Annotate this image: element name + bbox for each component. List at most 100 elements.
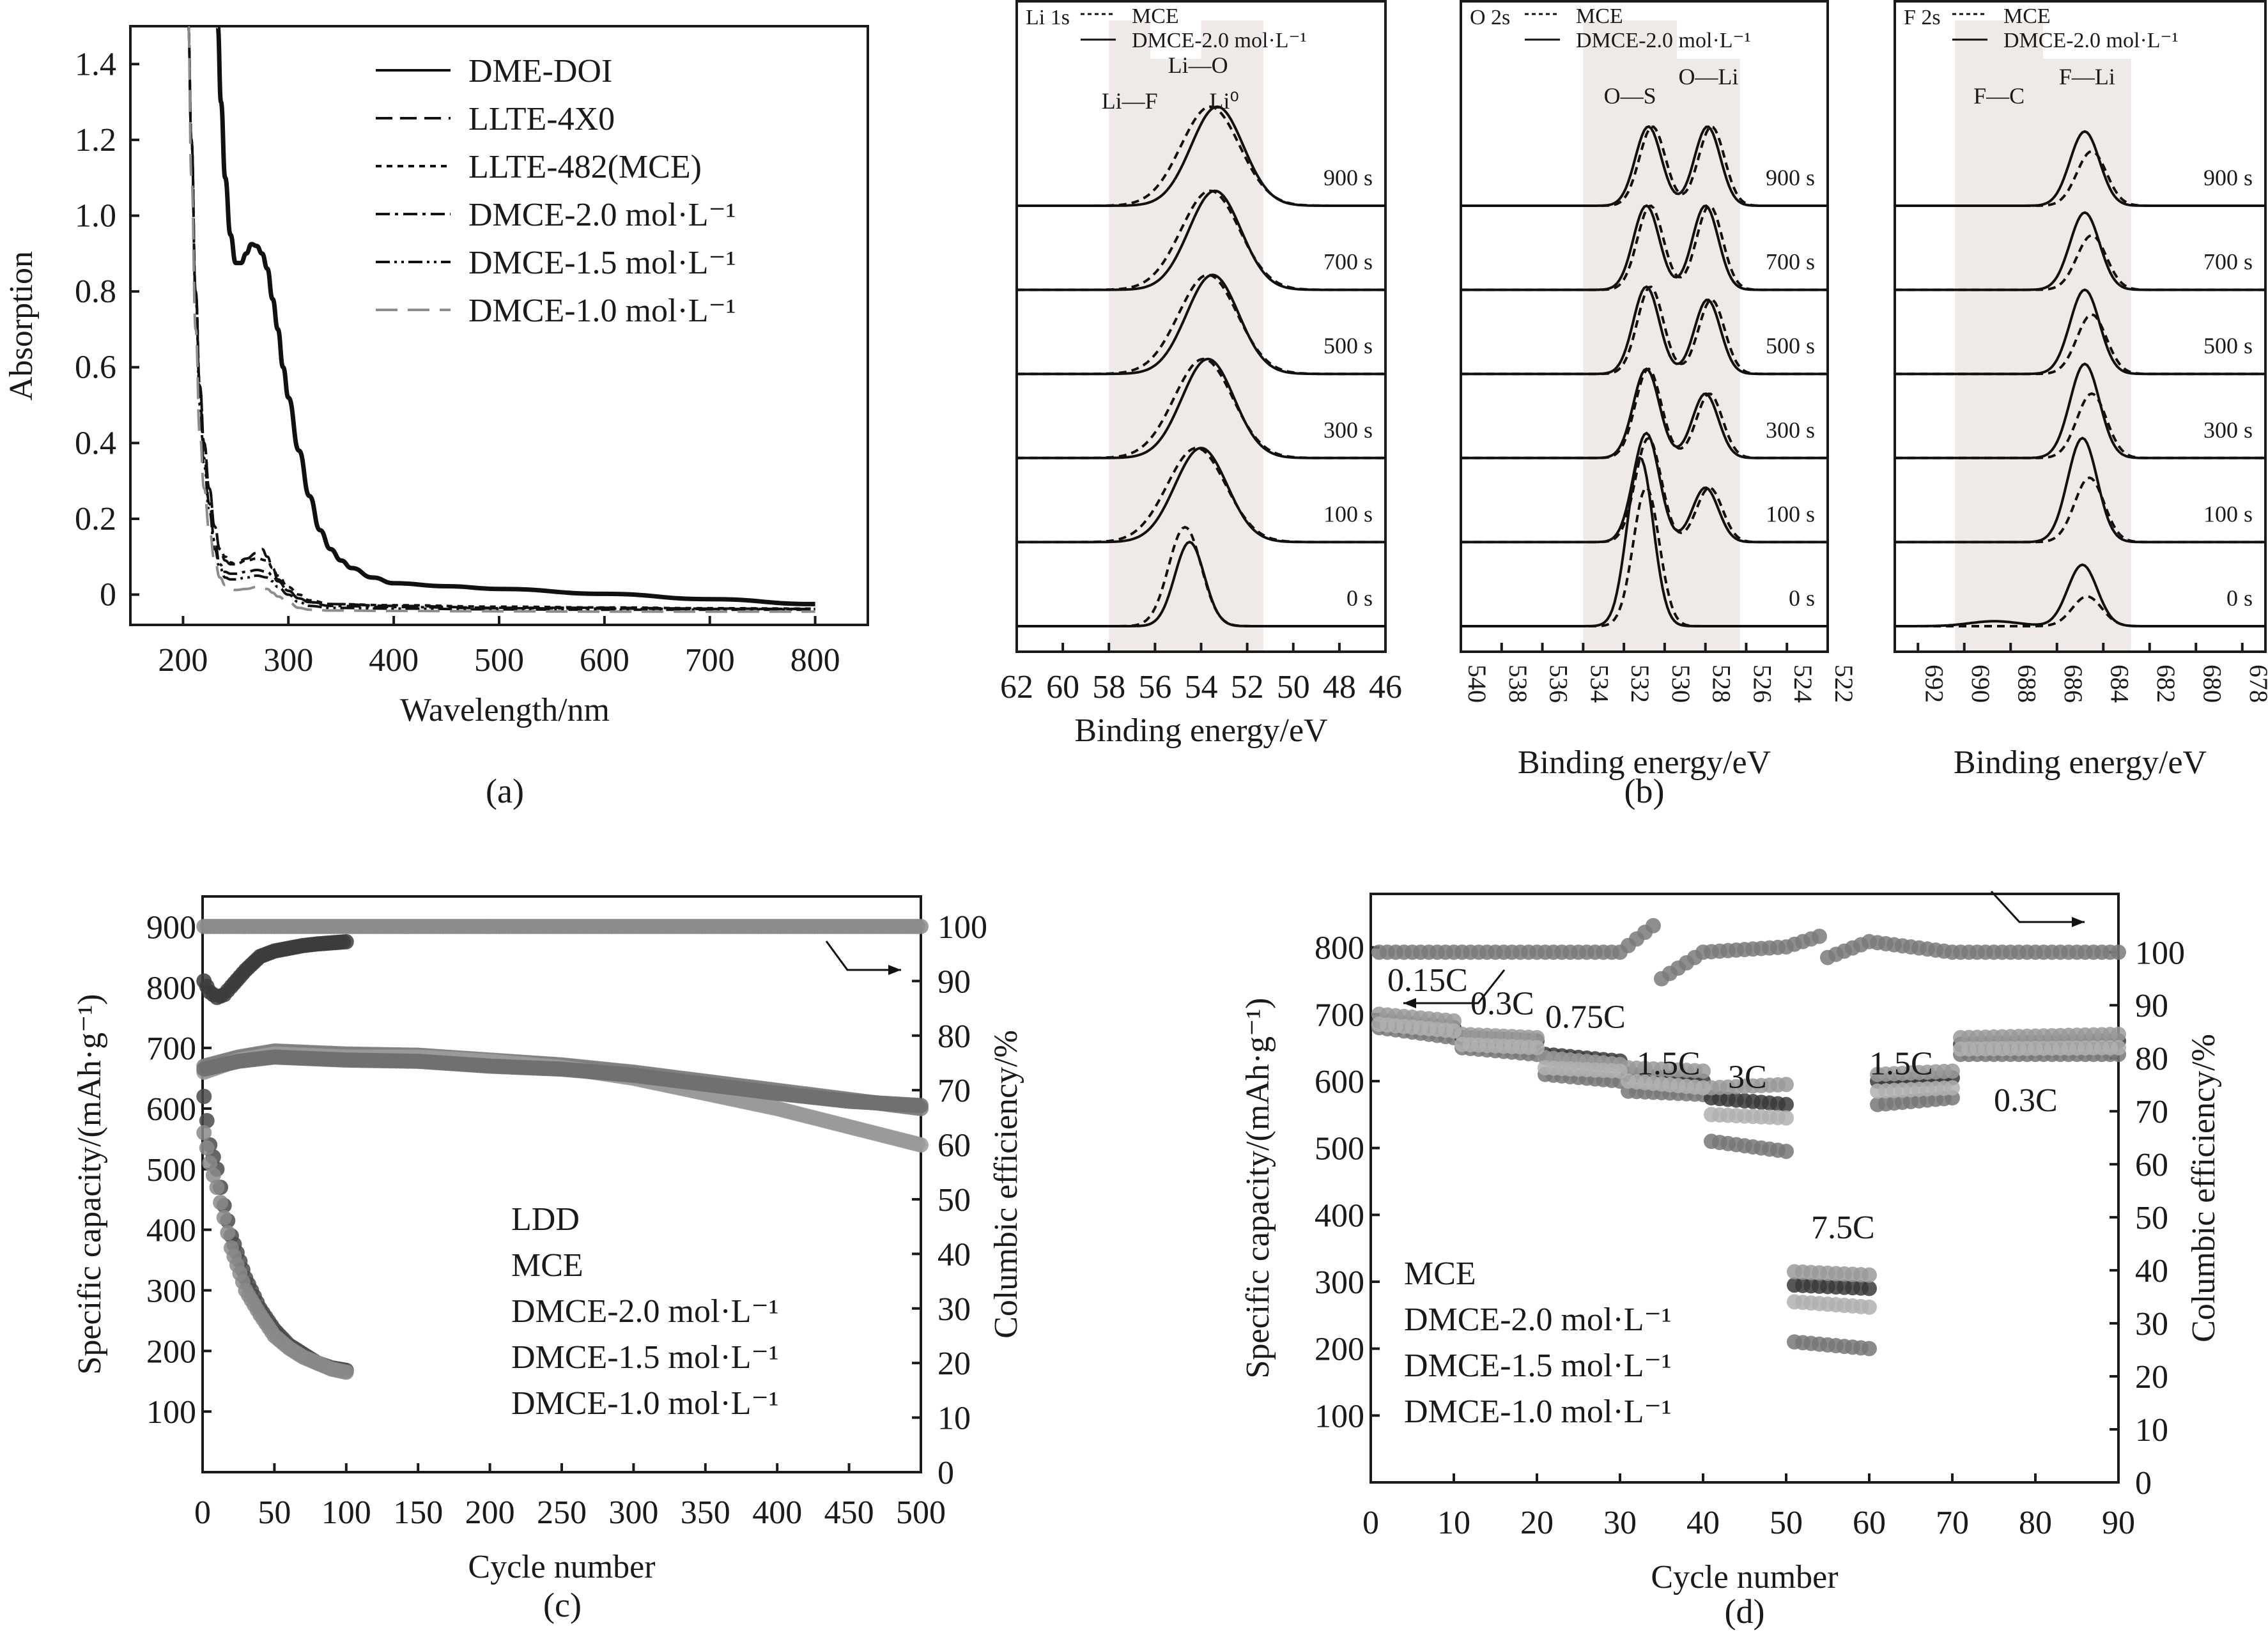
x-tick-label: 500 — [474, 642, 524, 679]
y2-tick-label: 100 — [937, 909, 987, 946]
panel-a-series — [187, 26, 815, 613]
x-tick-label: 538 — [1504, 665, 1532, 703]
y2-tick-label: 60 — [937, 1128, 971, 1164]
data-point — [1862, 1341, 1877, 1356]
spectrum-dmce-300s — [1017, 357, 1385, 459]
spectrum-mce-500s — [1017, 273, 1385, 376]
data-point — [338, 934, 354, 949]
y-tick-label: 300 — [146, 1273, 196, 1309]
y-tick-label: 300 — [1315, 1264, 1364, 1301]
spectrum-dmce-900s — [1017, 105, 1385, 207]
x-tick-label: 684 — [2105, 665, 2134, 703]
legend-entry-dmce: DMCE-2.0 mol·L⁻¹ — [1132, 29, 1307, 52]
spectrum-mce-0s — [1895, 595, 2265, 627]
depth-label: 0 s — [1789, 585, 1815, 611]
x-tick-label: 540 — [1463, 665, 1492, 703]
depth-label: 900 s — [2203, 165, 2253, 190]
series-6 — [196, 918, 929, 934]
y-axis-title: Specific capacity/(mAh·g⁻¹) — [72, 994, 108, 1374]
x-tick-label: 600 — [580, 642, 629, 679]
x-tick-label: 70 — [1936, 1505, 1969, 1541]
spectrum-dmce-0s — [1895, 563, 2265, 627]
spectrum-mce-500s — [1461, 285, 1828, 376]
legend-entry-mce: MCE — [2003, 4, 2051, 28]
data-point — [1446, 1023, 1462, 1039]
data-point — [1862, 1267, 1877, 1283]
legend-entry-dmce: DMCE-2.0 mol·L⁻¹ — [2003, 29, 2179, 52]
depth-label: 700 s — [2203, 249, 2253, 275]
x-tick-label: 400 — [752, 1495, 802, 1531]
depth-label: 0 s — [1346, 585, 1373, 611]
x-tick-label: 150 — [393, 1495, 443, 1531]
x-tick-label: 62 — [1000, 669, 1033, 705]
x-tick-label: 50 — [258, 1495, 291, 1531]
region-label: Li—O — [1168, 52, 1228, 78]
rate-label-1: 0.3C — [1470, 985, 1534, 1022]
legend-entry-1: MCE — [511, 1247, 583, 1284]
depth-label: 500 s — [1323, 333, 1373, 358]
x-tick-label: 60 — [1046, 669, 1079, 705]
region-label: Li⁰ — [1209, 88, 1238, 114]
spectrum-dmce-900s — [1895, 130, 2265, 207]
y2-tick-label: 10 — [937, 1401, 971, 1437]
x-tick-label: 530 — [1667, 665, 1695, 703]
region-label: O—S — [1604, 83, 1656, 109]
y2-tick-label: 80 — [2135, 1041, 2168, 1077]
depth-label: 500 s — [1766, 333, 1815, 358]
data-point — [2111, 1040, 2126, 1056]
panel-a-uv-absorption: 200 300 400 500 600 700 800 0 0.2 0.4 0.6 0.8 1.0 1.2… — [3, 25, 869, 810]
series-4 — [1371, 918, 2126, 987]
legend-entry-3: DMCE-1.0 mol·L⁻¹ — [1404, 1394, 1672, 1430]
x-axis-title: Cycle number — [1651, 1559, 1838, 1595]
series-2 — [1371, 1006, 2126, 1283]
depth-label: 700 s — [1766, 249, 1815, 275]
spectrum-dmce-700s — [1461, 204, 1828, 291]
rate-label-5: 7.5C — [1811, 1210, 1875, 1246]
panel-c-label: (c) — [543, 1586, 582, 1624]
x-tick-label: 46 — [1369, 669, 1402, 705]
x-tick-label: 800 — [791, 642, 840, 679]
x-tick-label: 300 — [608, 1495, 658, 1531]
panel-b-o2s: 900 s 700 s 500 s 300 s 100 s 0 s 540 538 536 534… — [1460, 0, 1858, 781]
y2-tick-label: 70 — [937, 1073, 971, 1109]
depth-label: 0 s — [2226, 585, 2253, 611]
data-point — [1646, 918, 1661, 934]
spectrum-dmce-100s — [1017, 447, 1385, 544]
y2-axis-title: Columbic efficiency/% — [2186, 1034, 2222, 1342]
y-tick-label: 500 — [146, 1152, 196, 1188]
legend-entry-0: LDD — [511, 1201, 580, 1238]
x-tick-label: 680 — [2198, 665, 2226, 703]
series-5 — [196, 934, 354, 1005]
legend-entry-1: DMCE-2.0 mol·L⁻¹ — [1404, 1302, 1672, 1338]
y2-tick-label: 40 — [937, 1236, 971, 1273]
x-tick-label: 524 — [1789, 665, 1817, 703]
y-tick-label: 400 — [1315, 1197, 1364, 1234]
depth-label: 700 s — [1323, 249, 1373, 275]
depth-label: 300 s — [2203, 417, 2253, 443]
rate-label-6: 1.5C — [1869, 1046, 1933, 1082]
data-point — [1945, 1080, 1960, 1096]
legend-entry-5: DMCE-1.0 mol·L⁻¹ — [468, 293, 736, 329]
arrow-left-icon — [1403, 969, 1506, 1004]
panel-b-f2s: 900 s 700 s 500 s 300 s 100 s 0 s 692 690 688 686… — [1894, 0, 2268, 781]
data-point — [196, 1088, 212, 1104]
legend-entry-mce: MCE — [1132, 4, 1179, 28]
y2-tick-label: 30 — [2135, 1306, 2168, 1342]
spectrum-dmce-300s — [1895, 362, 2265, 459]
x-axis-title: Binding energy/eV — [1518, 744, 1771, 781]
x-axis-title: Binding energy/eV — [1074, 712, 1327, 749]
x-tick-label: 678 — [2244, 665, 2268, 703]
data-point — [199, 1112, 215, 1128]
x-axis-title: Cycle number — [468, 1549, 655, 1585]
data-point — [1862, 1280, 1877, 1296]
x-axis-title: Binding energy/eV — [1954, 744, 2207, 781]
x-tick-label: 532 — [1626, 665, 1655, 703]
plot-frame — [1460, 0, 1829, 653]
x-tick-label: 0 — [1362, 1505, 1379, 1541]
spectrum-dmce-500s — [1461, 285, 1828, 376]
data-point — [1695, 1080, 1711, 1096]
y2-tick-label: 70 — [2135, 1094, 2168, 1130]
legend-entry-3: DMCE-2.0 mol·L⁻¹ — [468, 197, 736, 233]
y2-tick-label: 60 — [2135, 1147, 2168, 1183]
data-point — [1778, 1110, 1794, 1126]
